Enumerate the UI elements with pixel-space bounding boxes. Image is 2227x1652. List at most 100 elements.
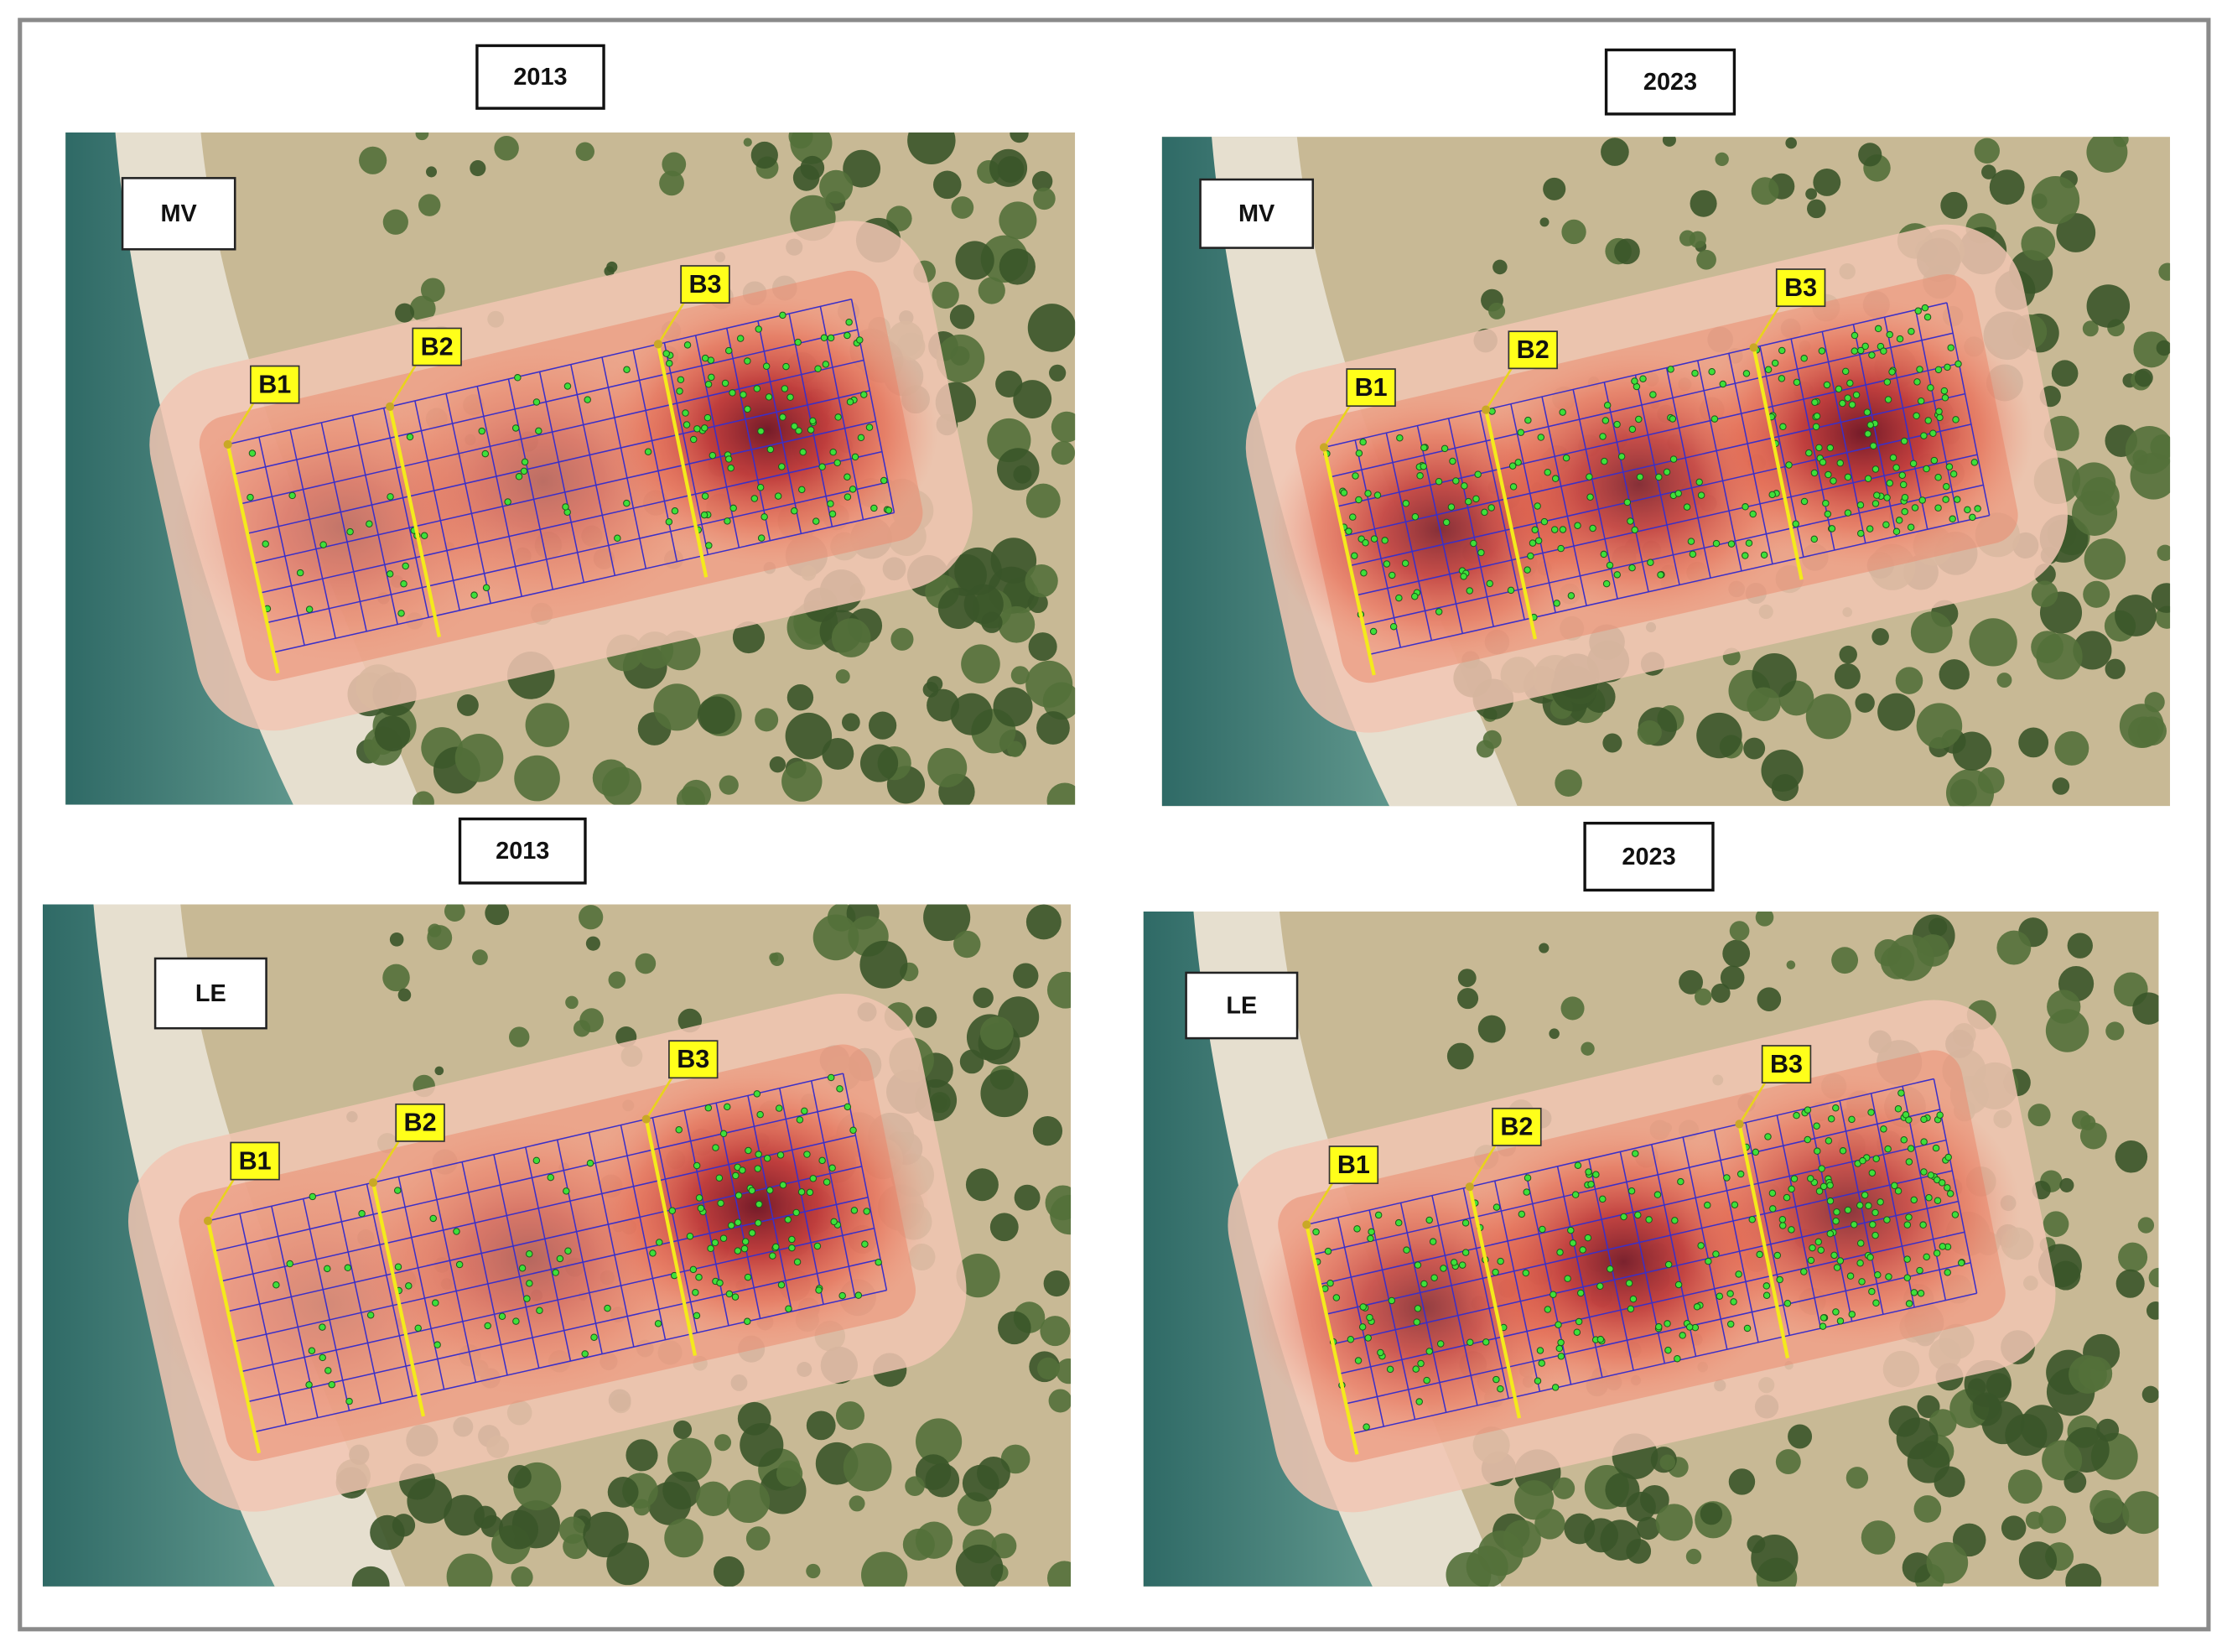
- plant-point: [778, 463, 786, 470]
- vegetation: [770, 952, 784, 967]
- plant-point: [1584, 1234, 1592, 1242]
- plant-point: [414, 1324, 422, 1333]
- plant-point: [1884, 1145, 1892, 1153]
- plant-point: [1778, 375, 1786, 382]
- plant-point: [1916, 1266, 1923, 1275]
- plant-point: [1927, 1171, 1935, 1179]
- plant-point: [1366, 1313, 1373, 1322]
- vegetation: [2122, 1491, 2159, 1535]
- grid-line: [620, 1125, 667, 1340]
- plant-point: [827, 1073, 835, 1082]
- plant-point: [1886, 479, 1894, 487]
- plant-point: [744, 1273, 752, 1281]
- plant-point: [1631, 526, 1638, 534]
- vegetation: [951, 196, 974, 219]
- plant-point: [1944, 1184, 1951, 1192]
- band-leader: [1306, 1182, 1334, 1226]
- vegetation: [635, 953, 657, 974]
- plant-point: [1369, 627, 1378, 636]
- plant-point: [1636, 473, 1644, 481]
- vegetation: [585, 936, 600, 951]
- plant-point: [1870, 442, 1877, 449]
- vegetation: [1700, 1502, 1723, 1525]
- plant-point: [1359, 438, 1367, 446]
- plant-point: [1735, 1270, 1742, 1278]
- vegetation: [696, 1481, 731, 1516]
- plant-point: [856, 336, 864, 344]
- plant-point: [1627, 1187, 1636, 1195]
- vegetation: [890, 627, 914, 651]
- plant-point: [1635, 415, 1643, 423]
- vegetation: [1602, 733, 1622, 753]
- vegetation: [849, 1495, 865, 1512]
- band-label-box: [1775, 268, 1826, 308]
- plant-point: [1779, 423, 1787, 431]
- plant-point: [1340, 489, 1348, 496]
- year-box: [475, 44, 605, 110]
- plant-point: [432, 1299, 439, 1307]
- vegetation: [961, 644, 1000, 684]
- plant-point: [1760, 551, 1768, 559]
- plant-point: [1947, 344, 1954, 351]
- grid-line: [694, 335, 740, 548]
- plant-point: [1913, 412, 1920, 420]
- site-label: MV: [1238, 200, 1275, 227]
- plant-point: [1867, 1109, 1875, 1116]
- plant-point: [794, 338, 802, 346]
- plant-point: [701, 492, 709, 500]
- band-anchor: [1749, 343, 1758, 352]
- plant-point: [692, 1288, 699, 1296]
- plant-point: [1674, 490, 1682, 497]
- plant-point: [739, 1166, 746, 1174]
- vegetation: [750, 141, 778, 169]
- plant-point: [1776, 1275, 1783, 1284]
- plant-point: [556, 1255, 564, 1263]
- plant-point: [1600, 550, 1608, 558]
- vegetation: [955, 241, 994, 280]
- band-leader: [645, 1077, 673, 1120]
- plant-point: [662, 350, 670, 357]
- vegetation: [2115, 595, 2157, 636]
- plant-point: [1783, 1193, 1791, 1202]
- plant-point: [870, 504, 878, 512]
- plant-point: [1449, 457, 1456, 465]
- plant-point: [1736, 1170, 1745, 1178]
- plant-point: [1508, 462, 1517, 470]
- vegetation: [999, 201, 1037, 240]
- plant-point: [1367, 1234, 1374, 1243]
- plant-point: [1865, 1202, 1872, 1210]
- vegetation: [2065, 1563, 2102, 1587]
- vegetation: [1637, 720, 1662, 745]
- plant-point: [1461, 1249, 1470, 1256]
- band-anchor: [641, 1114, 651, 1124]
- vegetation: [1013, 963, 1039, 989]
- plant-point: [1664, 1320, 1671, 1327]
- plant-point: [1902, 1111, 1910, 1119]
- plant-point: [815, 1286, 823, 1294]
- plant-point: [1846, 379, 1854, 387]
- vegetation: [2078, 1356, 2113, 1391]
- plant-point: [1388, 1296, 1396, 1305]
- vegetation: [2005, 1413, 2048, 1457]
- plant-point: [247, 493, 254, 501]
- vegetation: [2052, 777, 2070, 795]
- plant-point: [1827, 1115, 1835, 1123]
- plant-point: [1826, 1229, 1835, 1238]
- plant-point: [1487, 504, 1495, 512]
- plant-point: [1907, 1145, 1915, 1152]
- plant-point: [1916, 366, 1923, 373]
- vegetation: [608, 971, 626, 989]
- plant-point: [1671, 1217, 1679, 1224]
- grid-line: [1808, 1108, 1853, 1322]
- grid-line: [241, 359, 864, 505]
- vegetation: [1046, 782, 1076, 805]
- vegetation: [1805, 188, 1818, 200]
- band-anchor: [203, 1216, 213, 1225]
- plant-point: [695, 1194, 703, 1202]
- vegetation: [915, 1454, 952, 1490]
- grid-line: [1354, 439, 1402, 648]
- plant-point: [828, 1164, 836, 1172]
- plant-point: [1768, 1189, 1777, 1197]
- plant-point: [1585, 1168, 1592, 1176]
- vegetation: [1896, 1417, 1939, 1460]
